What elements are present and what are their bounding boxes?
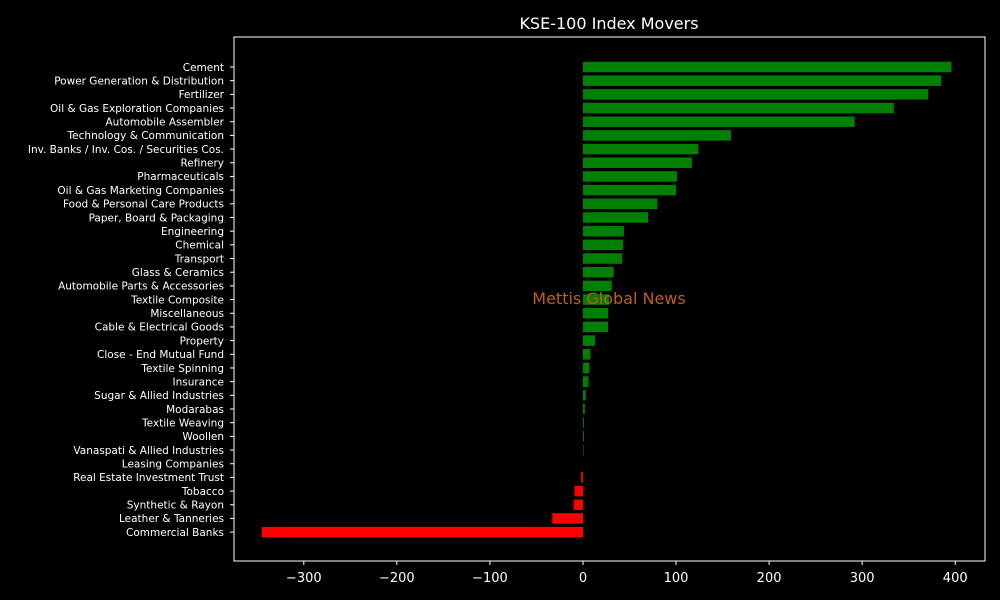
y-tick-label-engineering: Engineering [161,226,224,238]
y-tick-label-sugar-allied-industries: Sugar & Allied Industries [94,390,224,402]
bar-glass-ceramics [582,266,614,278]
y-tick-label-tobacco: Tobacco [181,486,224,498]
y-tick-label-food-personal-care-products: Food & Personal Care Products [63,199,224,211]
bar-textile-composite [582,294,610,305]
y-tick-label-leasing-companies: Leasing Companies [122,459,224,471]
y-tick-label-oil-gas-exploration-companies: Oil & Gas Exploration Companies [50,103,224,115]
y-tick-label-cable-electrical-goods: Cable & Electrical Goods [95,322,224,334]
y-tick-label-fertilizer: Fertilizer [179,89,225,101]
y-tick-label-insurance: Insurance [172,376,224,388]
x-tick-label: 400 [943,571,968,586]
bar-transport [582,253,623,264]
bar-insurance [582,376,589,387]
y-tick-label-vanaspati-allied-industries: Vanaspati & Allied Industries [73,445,224,457]
bar-fertilizer [582,89,929,100]
bar-cable-electrical-goods [582,321,609,333]
watermark-text: Mettis Global News [532,289,685,308]
y-tick-label-technology-communication: Technology & Communication [67,130,224,142]
y-tick-label-real-estate-investment-trust: Real Estate Investment Trust [73,472,224,484]
plot-area-frame [233,36,986,562]
bar-textile-weaving [582,417,584,428]
bars-layer [261,61,952,538]
bar-inv-banks-inv-cos-securities-cos [582,143,699,155]
bar-pharmaceuticals [582,171,677,182]
y-tick-label-refinery: Refinery [180,158,224,170]
y-tick-label-power-generation-distribution: Power Generation & Distribution [54,75,224,87]
y-tick-label-leather-tanneries: Leather & Tanneries [119,513,224,525]
bar-property [582,335,596,346]
x-tick-label: 100 [664,571,689,586]
x-tick-label: −200 [379,571,415,586]
x-axis: −300 −200 −100 0 100 200 300 400 [286,561,968,586]
bar-cement [582,61,952,73]
y-tick-label-synthetic-rayon: Synthetic & Rayon [127,500,224,512]
bar-miscellaneous [582,307,609,319]
y-tick-label-miscellaneous: Miscellaneous [150,308,224,320]
x-tick-label: 300 [850,571,875,586]
bar-synthetic-rayon [573,499,583,511]
bar-close-end-mutual-fund [582,349,591,360]
bar-textile-spinning [582,362,590,374]
bar-modarabas [582,403,585,415]
bar-automobile-assembler [582,116,855,127]
y-tick-label-textile-spinning: Textile Spinning [140,363,224,375]
bar-food-personal-care-products [582,198,658,210]
x-tick-label: −300 [286,571,322,586]
y-tick-label-transport: Transport [174,253,224,265]
bar-refinery [582,157,692,169]
bar-commercial-banks [261,526,583,538]
bar-woollen [582,431,584,442]
bar-oil-gas-exploration-companies [582,102,894,114]
bar-chemical [582,239,623,251]
y-tick-label-close-end-mutual-fund: Close - End Mutual Fund [97,349,224,361]
y-tick-label-chemical: Chemical [175,240,224,252]
x-tick-label: −100 [472,571,508,586]
y-tick-label-automobile-parts-accessories: Automobile Parts & Accessories [58,281,224,293]
bar-technology-communication [582,130,731,141]
y-tick-label-glass-ceramics: Glass & Ceramics [132,267,224,279]
y-tick-label-pharmaceuticals: Pharmaceuticals [137,171,224,183]
bar-vanaspati-allied-industries [582,444,584,456]
y-tick-label-automobile-assembler: Automobile Assembler [106,117,225,129]
y-tick-label-inv-banks-inv-cos-securities-cos: Inv. Banks / Inv. Cos. / Securities Cos. [28,144,224,156]
y-tick-label-modarabas: Modarabas [166,404,224,416]
bar-paper-board-packaging [582,212,649,223]
y-tick-label-woollen: Woollen [182,431,224,443]
y-tick-label-cement: Cement [183,62,224,74]
bar-real-estate-investment-trust [581,472,583,483]
bar-engineering [582,225,624,237]
x-tick-label: 200 [757,571,782,586]
bar-oil-gas-marketing-companies [582,184,677,196]
bar-tobacco [574,485,583,497]
bar-leather-tanneries [552,513,583,524]
y-tick-label-commercial-banks: Commercial Banks [126,527,224,539]
x-tick-label: 0 [579,571,587,586]
y-tick-label-textile-weaving: Textile Weaving [141,417,224,429]
y-tick-label-textile-composite: Textile Composite [130,294,224,306]
chart-title: KSE-100 Index Movers [519,14,698,33]
y-tick-label-property: Property [180,335,224,347]
bar-power-generation-distribution [582,75,942,86]
bar-sugar-allied-industries [582,390,586,401]
bar-automobile-parts-accessories [582,280,612,292]
y-tick-label-paper-board-packaging: Paper, Board & Packaging [89,212,224,224]
y-tick-label-oil-gas-marketing-companies: Oil & Gas Marketing Companies [57,185,224,197]
